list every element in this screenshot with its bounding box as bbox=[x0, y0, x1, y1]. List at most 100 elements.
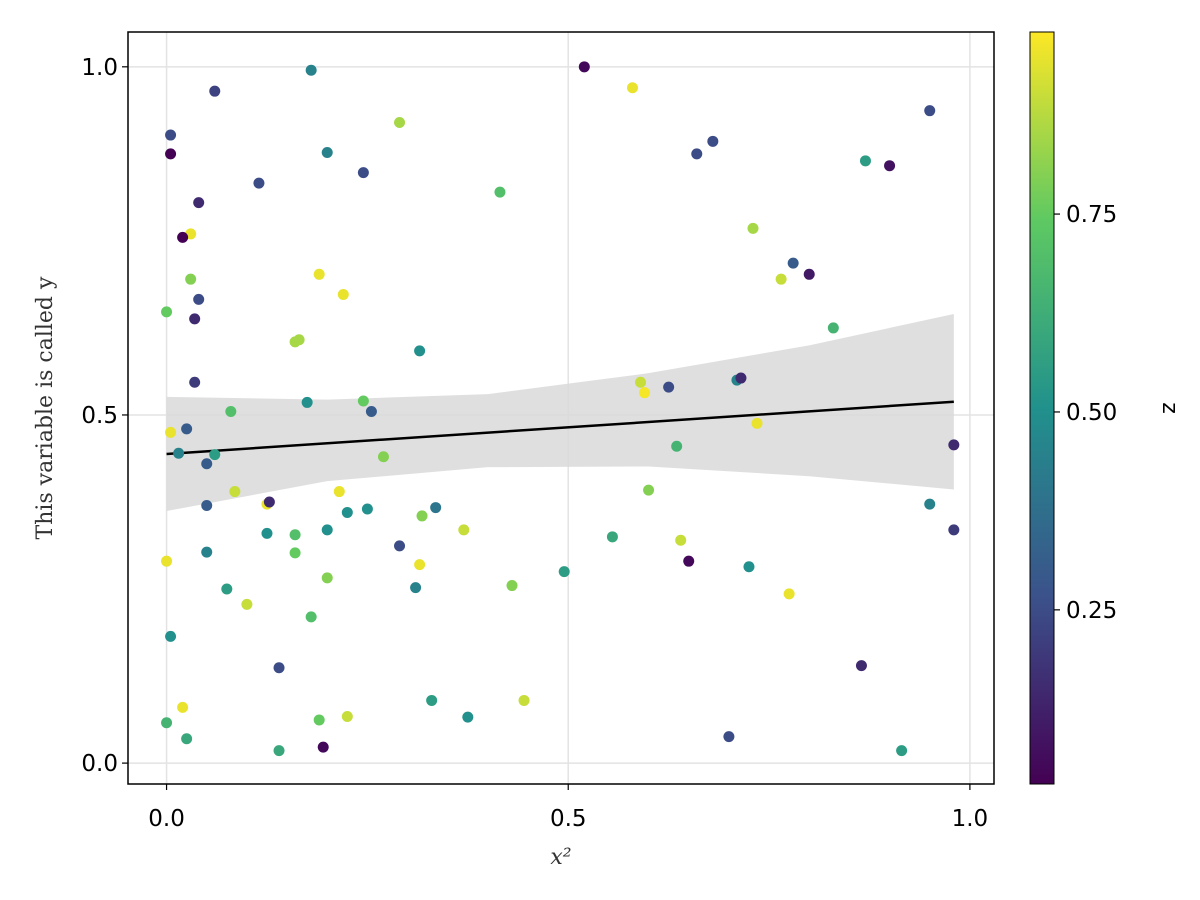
data-point bbox=[775, 273, 787, 285]
data-point bbox=[273, 662, 285, 674]
data-point bbox=[165, 426, 177, 438]
data-point bbox=[394, 540, 406, 552]
data-point bbox=[896, 745, 908, 757]
y-axis-label: This variable is called y bbox=[33, 276, 58, 539]
data-point bbox=[430, 502, 442, 514]
data-point bbox=[301, 396, 313, 408]
x-tick-label: 1.0 bbox=[952, 806, 989, 832]
colorbar bbox=[1029, 31, 1055, 785]
data-point bbox=[948, 439, 960, 451]
data-point bbox=[751, 417, 763, 429]
data-point bbox=[743, 561, 755, 573]
data-point bbox=[394, 117, 406, 129]
y-axis: 0.0 0.5 1.0 bbox=[81, 55, 128, 777]
x-tick-label: 0.5 bbox=[550, 806, 587, 832]
data-point bbox=[643, 484, 655, 496]
data-point bbox=[209, 449, 221, 461]
data-point bbox=[181, 423, 193, 435]
data-point bbox=[735, 372, 747, 384]
data-point bbox=[494, 186, 506, 198]
data-point bbox=[691, 148, 703, 160]
data-point bbox=[365, 405, 377, 417]
data-point bbox=[209, 85, 221, 97]
data-point bbox=[313, 714, 325, 726]
data-point bbox=[289, 547, 301, 559]
data-point bbox=[578, 61, 590, 73]
data-point bbox=[341, 506, 353, 518]
data-point bbox=[361, 503, 373, 515]
data-point bbox=[225, 405, 237, 417]
data-point bbox=[626, 82, 638, 94]
data-point bbox=[317, 741, 329, 753]
data-point bbox=[518, 694, 530, 706]
data-point bbox=[924, 498, 936, 510]
data-point bbox=[229, 486, 241, 498]
data-point bbox=[414, 345, 426, 357]
colorbar-tick-label: 0.50 bbox=[1066, 400, 1117, 426]
data-point bbox=[261, 527, 273, 539]
colorbar-label: z bbox=[1157, 402, 1182, 414]
x-tick-label: 0.0 bbox=[148, 806, 185, 832]
data-point bbox=[263, 496, 275, 508]
data-point bbox=[161, 306, 173, 318]
fit-line-group bbox=[166, 400, 954, 456]
x-axis: 0.0 0.5 1.0 bbox=[148, 784, 988, 832]
data-point bbox=[201, 499, 213, 511]
data-point bbox=[747, 222, 759, 234]
data-point bbox=[639, 387, 651, 399]
data-point bbox=[426, 694, 438, 706]
data-point bbox=[305, 64, 317, 76]
y-tick-label: 1.0 bbox=[81, 55, 118, 81]
data-point bbox=[293, 334, 305, 346]
data-point bbox=[177, 231, 189, 243]
data-point bbox=[333, 486, 345, 498]
data-point bbox=[321, 524, 333, 536]
data-point bbox=[189, 313, 201, 325]
colorbar-tick-label: 0.75 bbox=[1066, 202, 1117, 228]
data-point bbox=[787, 257, 799, 269]
data-point bbox=[416, 510, 428, 522]
data-point bbox=[410, 582, 422, 594]
data-point bbox=[221, 583, 233, 595]
data-point bbox=[683, 555, 695, 567]
data-point bbox=[506, 580, 518, 592]
data-point bbox=[189, 376, 201, 388]
data-point bbox=[173, 447, 185, 459]
data-point bbox=[357, 167, 369, 179]
data-point bbox=[675, 534, 687, 546]
data-point bbox=[859, 155, 871, 167]
confidence-band bbox=[166, 314, 954, 512]
data-point bbox=[165, 148, 177, 160]
data-point bbox=[313, 268, 325, 280]
data-point bbox=[241, 598, 253, 610]
data-point bbox=[201, 546, 213, 558]
colorbar-ticks: 0.25 0.50 0.75 bbox=[1054, 202, 1117, 624]
data-point bbox=[161, 717, 173, 729]
data-point bbox=[289, 529, 301, 541]
data-point bbox=[635, 376, 647, 388]
data-point bbox=[161, 555, 173, 567]
data-point bbox=[337, 289, 349, 301]
data-point bbox=[803, 268, 815, 280]
data-point bbox=[193, 293, 205, 305]
data-point bbox=[341, 710, 353, 722]
data-point bbox=[201, 458, 213, 470]
data-point bbox=[884, 160, 896, 172]
data-point bbox=[273, 745, 285, 757]
data-point bbox=[855, 660, 867, 672]
data-point bbox=[305, 611, 317, 623]
data-point bbox=[357, 395, 369, 407]
data-point bbox=[193, 197, 205, 209]
data-point bbox=[671, 440, 683, 452]
data-point bbox=[558, 566, 570, 578]
data-point bbox=[663, 381, 675, 393]
data-point bbox=[783, 588, 795, 600]
x-axis-label: x² bbox=[550, 845, 571, 870]
data-point bbox=[462, 711, 474, 723]
data-point bbox=[458, 524, 470, 536]
data-point bbox=[165, 630, 177, 642]
fit-line bbox=[166, 400, 954, 456]
data-point bbox=[165, 129, 177, 141]
data-point bbox=[707, 135, 719, 147]
y-tick-label: 0.5 bbox=[81, 403, 118, 429]
